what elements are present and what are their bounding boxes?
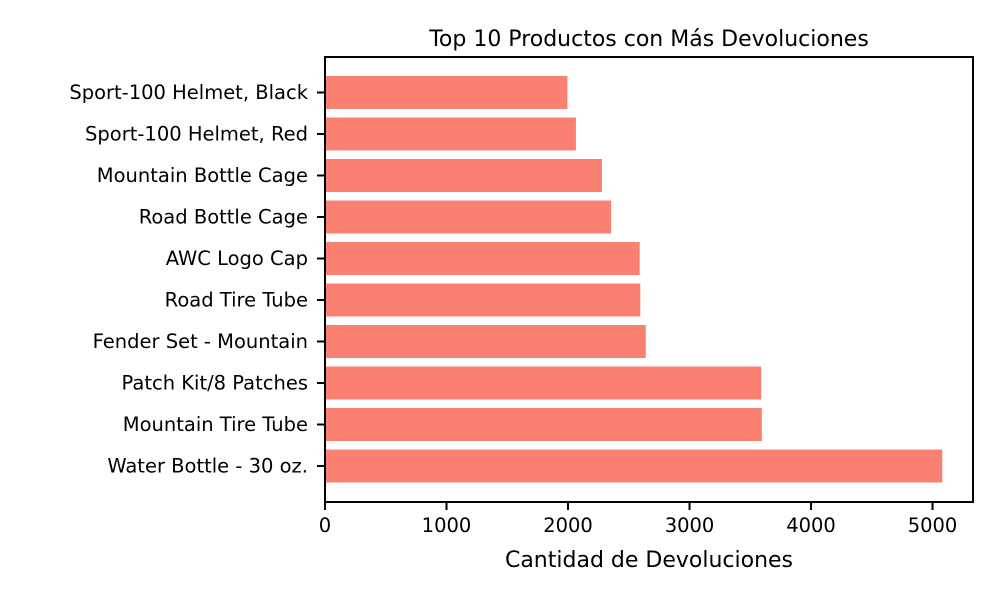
bar — [325, 242, 640, 275]
y-tick-label: Patch Kit/8 Patches — [122, 372, 309, 395]
y-tick-label: Road Tire Tube — [165, 289, 308, 312]
y-tick-label: Mountain Tire Tube — [123, 413, 308, 436]
x-tick-label: 1000 — [422, 514, 472, 537]
bar — [325, 325, 646, 358]
bar — [325, 117, 576, 151]
bar — [325, 449, 943, 483]
x-tick-label: 4000 — [786, 514, 836, 537]
bar — [325, 283, 641, 317]
x-axis-label: Cantidad de Devoluciones — [505, 548, 793, 573]
x-tick-label: 2000 — [543, 514, 593, 537]
y-tick-label: Water Bottle - 30 oz. — [107, 455, 308, 478]
y-tick-label: Sport-100 Helmet, Red — [85, 123, 308, 146]
bar — [325, 366, 762, 400]
x-tick-label: 5000 — [908, 514, 958, 537]
bar — [325, 159, 603, 192]
y-tick-label: Mountain Bottle Cage — [97, 164, 308, 187]
x-tick-label: 0 — [319, 514, 331, 537]
y-tick-label: Road Bottle Cage — [139, 206, 308, 229]
y-tick-label: AWC Logo Cap — [166, 247, 308, 270]
bar — [325, 76, 568, 109]
plot-frame — [324, 56, 974, 503]
y-tick-label: Sport-100 Helmet, Black — [69, 81, 308, 104]
chart-title: Top 10 Productos con Más Devoluciones — [428, 27, 869, 52]
x-axis-ticks: 0 1000 2000 3000 4000 5000 — [319, 502, 958, 537]
bar — [325, 200, 612, 234]
bars-group — [325, 76, 943, 483]
x-tick-label: 3000 — [665, 514, 715, 537]
y-axis-ticks: Water Bottle - 30 oz. Mountain Tire Tube P… — [69, 81, 325, 478]
y-tick-label: Fender Set - Mountain — [93, 330, 308, 353]
bar — [325, 408, 762, 441]
